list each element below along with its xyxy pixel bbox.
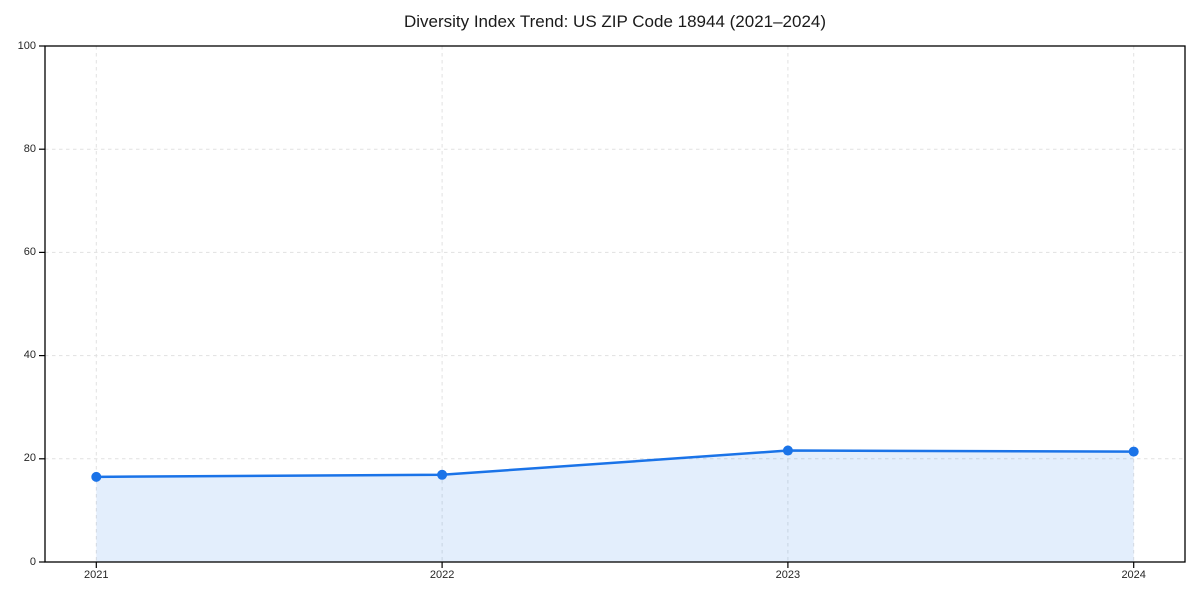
data-point-marker [91, 471, 102, 482]
x-tick-label: 2022 [429, 569, 455, 581]
y-tick-label: 60 [23, 245, 36, 258]
plot-frame [44, 45, 1186, 563]
data-point-marker [782, 445, 793, 456]
data-point-marker [1128, 446, 1139, 457]
y-tick-label: 0 [29, 555, 36, 568]
y-tick-label: 20 [23, 452, 36, 465]
area-fill [96, 450, 1134, 562]
x-tick-label: 2024 [1121, 569, 1146, 581]
x-tick-label: 2023 [775, 569, 801, 581]
data-point-marker [437, 469, 448, 480]
y-tick-label: 80 [23, 142, 36, 155]
y-tick-label: 100 [17, 39, 36, 52]
x-tick-label: 2021 [84, 569, 109, 581]
y-tick-label: 40 [23, 349, 36, 362]
chart-title: Diversity Index Trend: US ZIP Code 18944… [403, 12, 827, 31]
trend-line [95, 449, 1135, 479]
